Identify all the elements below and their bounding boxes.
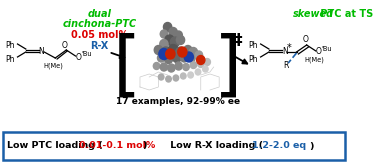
Circle shape — [169, 28, 177, 36]
Text: [: [ — [113, 33, 141, 102]
Text: cinchona-PTC: cinchona-PTC — [62, 19, 136, 29]
Circle shape — [176, 47, 185, 57]
Circle shape — [158, 54, 165, 62]
Circle shape — [181, 73, 186, 79]
Text: ): ) — [310, 141, 314, 150]
Text: 17 examples, 92-99% ee: 17 examples, 92-99% ee — [116, 97, 240, 105]
Circle shape — [170, 37, 180, 47]
Text: Ph: Ph — [249, 40, 258, 50]
Text: )       Low R-X loading (: ) Low R-X loading ( — [143, 141, 263, 150]
Circle shape — [183, 64, 189, 70]
Text: 0.05 mol%: 0.05 mol% — [71, 30, 128, 40]
Text: 'Bu: 'Bu — [81, 51, 91, 57]
Text: H(Me): H(Me) — [43, 63, 64, 69]
Circle shape — [204, 58, 211, 65]
Circle shape — [160, 40, 168, 48]
Circle shape — [161, 47, 170, 57]
Circle shape — [165, 35, 174, 45]
Circle shape — [164, 54, 173, 64]
Circle shape — [203, 66, 208, 72]
Text: ]: ] — [214, 33, 243, 102]
Circle shape — [195, 69, 201, 75]
Circle shape — [168, 45, 178, 56]
Circle shape — [175, 31, 182, 39]
Circle shape — [188, 54, 195, 62]
Circle shape — [173, 53, 181, 63]
Text: O: O — [76, 52, 81, 62]
Text: 1.2-2.0 eq: 1.2-2.0 eq — [253, 141, 307, 150]
Text: *: * — [287, 43, 291, 53]
Circle shape — [166, 49, 175, 59]
Circle shape — [160, 30, 167, 38]
Circle shape — [181, 54, 188, 62]
Circle shape — [189, 47, 198, 57]
Circle shape — [195, 51, 203, 59]
Text: R: R — [283, 62, 288, 70]
Circle shape — [175, 62, 182, 70]
Text: H(Me): H(Me) — [304, 57, 324, 63]
Text: N: N — [282, 46, 288, 56]
Text: N: N — [39, 46, 45, 56]
Text: 'Bu: 'Bu — [321, 46, 332, 52]
Circle shape — [190, 62, 197, 69]
Text: dual: dual — [87, 9, 112, 19]
Circle shape — [158, 74, 164, 80]
Circle shape — [177, 35, 184, 45]
Circle shape — [197, 56, 205, 64]
Text: ‡: ‡ — [235, 33, 242, 47]
FancyBboxPatch shape — [3, 132, 345, 160]
Text: 0.01-0.1 mol%: 0.01-0.1 mol% — [79, 141, 155, 150]
Text: Low PTC loading (: Low PTC loading ( — [7, 141, 103, 150]
Text: skewed: skewed — [293, 9, 334, 19]
Text: Ph: Ph — [6, 54, 15, 64]
Circle shape — [163, 23, 172, 31]
Circle shape — [154, 46, 163, 54]
Text: Ph: Ph — [6, 40, 15, 50]
Text: R-X: R-X — [90, 41, 108, 51]
Circle shape — [198, 60, 204, 68]
Text: Ph: Ph — [249, 54, 258, 64]
Circle shape — [160, 63, 167, 71]
Circle shape — [188, 72, 194, 78]
Circle shape — [153, 63, 160, 69]
Text: O: O — [62, 41, 67, 51]
Circle shape — [167, 64, 175, 72]
Circle shape — [166, 76, 171, 82]
Circle shape — [184, 46, 192, 54]
Circle shape — [173, 75, 179, 81]
Text: PTC at TS: PTC at TS — [317, 9, 373, 19]
Circle shape — [159, 48, 169, 59]
Circle shape — [178, 47, 187, 57]
Circle shape — [184, 52, 194, 62]
Text: O: O — [303, 35, 309, 45]
Text: O: O — [316, 46, 322, 56]
